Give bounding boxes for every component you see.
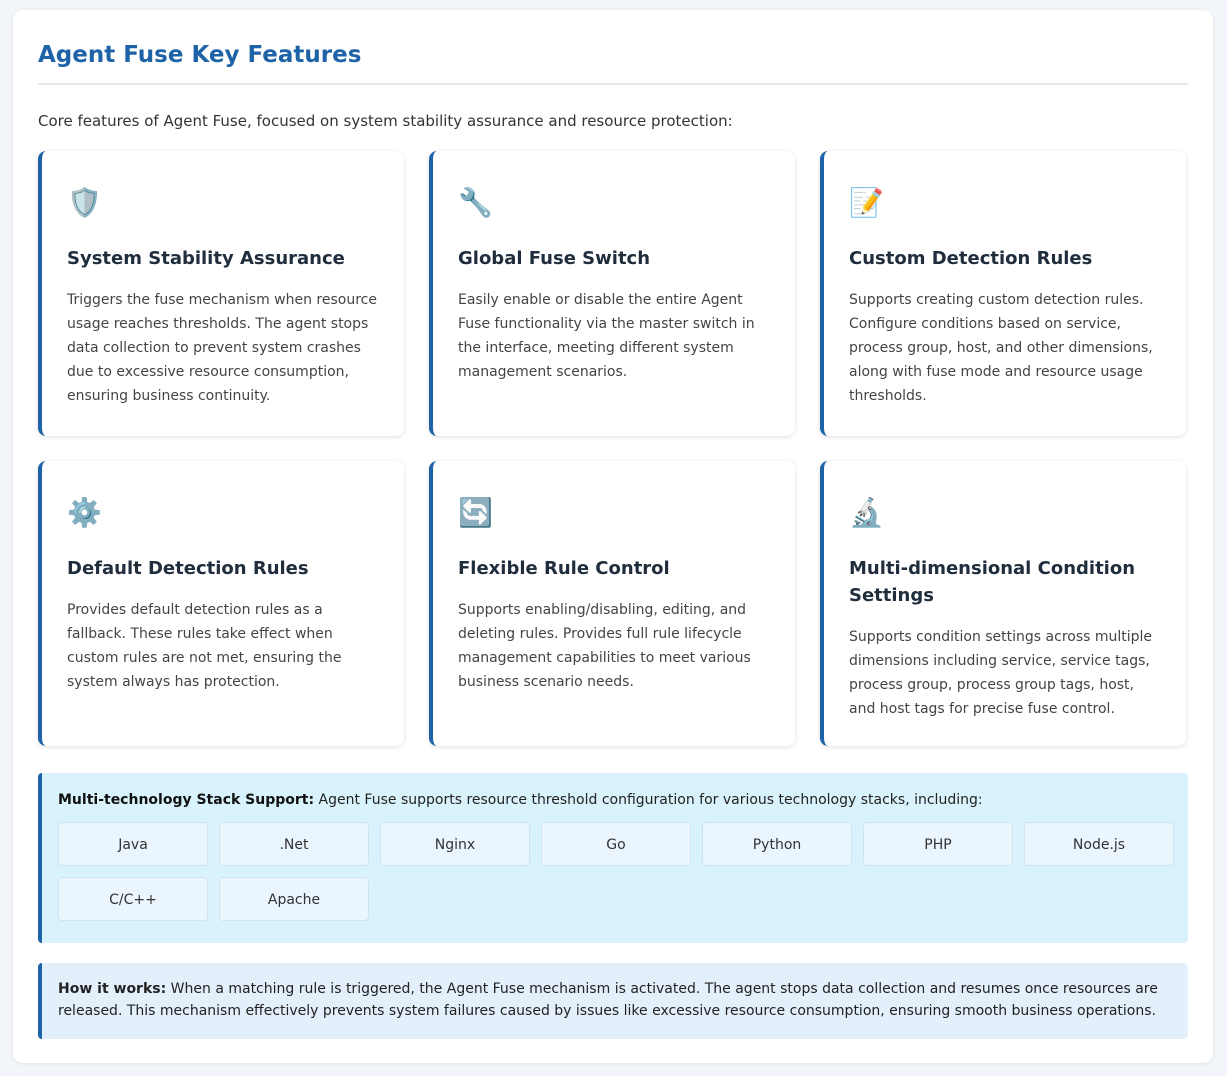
wrench-icon: 🔧	[458, 186, 493, 219]
refresh-icon: 🔄	[458, 496, 493, 529]
how-it-works-text: How it works: When a matching rule is tr…	[58, 978, 1170, 1022]
page-header: Agent Fuse Key Features	[38, 10, 1188, 85]
tech-stack-text: Agent Fuse supports resource threshold c…	[314, 792, 983, 808]
feature-title: Multi-dimensional Condition Settings	[849, 558, 1136, 606]
feature-card-stability: 🛡️ System Stability Assurance Triggers t…	[38, 151, 404, 436]
how-it-works-body: When a matching rule is triggered, the A…	[58, 981, 1158, 1019]
page-title: Agent Fuse Key Features	[38, 42, 362, 68]
shield-icon: 🛡️	[67, 186, 102, 219]
feature-card-conditions: 🔬 Multi-dimensional Condition Settings S…	[820, 461, 1186, 746]
feature-description: Triggers the fuse mechanism when resourc…	[67, 292, 377, 404]
memo-icon: 📝	[849, 186, 884, 219]
tech-chip-java: Java	[58, 822, 208, 866]
gear-icon: ⚙️	[67, 496, 102, 529]
feature-description: Supports enabling/disabling, editing, an…	[458, 602, 751, 690]
microscope-icon: 🔬	[849, 496, 884, 529]
feature-description: Supports condition settings across multi…	[849, 629, 1153, 717]
tech-chip-nodejs: Node.js	[1024, 822, 1174, 866]
feature-description: Easily enable or disable the entire Agen…	[458, 292, 755, 380]
tech-chip-dotnet: .Net	[219, 822, 369, 866]
feature-title: Default Detection Rules	[67, 558, 309, 579]
how-it-works-label: How it works:	[58, 981, 167, 997]
feature-title: Flexible Rule Control	[458, 558, 670, 579]
intro-text: Core features of Agent Fuse, focused on …	[38, 112, 733, 130]
tech-chip-apache: Apache	[219, 877, 369, 921]
tech-chip-nginx: Nginx	[380, 822, 530, 866]
feature-title: System Stability Assurance	[67, 248, 345, 269]
tech-chip-go: Go	[541, 822, 691, 866]
feature-grid: 🛡️ System Stability Assurance Triggers t…	[38, 151, 1188, 746]
tech-chip-cpp: C/C++	[58, 877, 208, 921]
feature-card-rule-control: 🔄 Flexible Rule Control Supports enablin…	[429, 461, 795, 746]
tech-stack-intro: Multi-technology Stack Support: Agent Fu…	[58, 789, 1173, 811]
feature-card-default-rules: ⚙️ Default Detection Rules Provides defa…	[38, 461, 404, 746]
feature-description: Provides default detection rules as a fa…	[67, 602, 342, 690]
tech-chip-python: Python	[702, 822, 852, 866]
feature-card-global-switch: 🔧 Global Fuse Switch Easily enable or di…	[429, 151, 795, 436]
how-it-works-panel: How it works: When a matching rule is tr…	[38, 963, 1188, 1039]
feature-card-custom-rules: 📝 Custom Detection Rules Supports creati…	[820, 151, 1186, 436]
feature-title: Custom Detection Rules	[849, 248, 1093, 269]
tech-stack-panel: Multi-technology Stack Support: Agent Fu…	[38, 773, 1188, 943]
tech-stack-label: Multi-technology Stack Support:	[58, 792, 315, 808]
features-page: Agent Fuse Key Features Core features of…	[13, 10, 1213, 1063]
feature-description: Supports creating custom detection rules…	[849, 292, 1153, 404]
tech-stack-list: Java .Net Nginx Go Python PHP Node.js C/…	[58, 822, 1174, 921]
feature-title: Global Fuse Switch	[458, 248, 651, 269]
tech-chip-php: PHP	[863, 822, 1013, 866]
